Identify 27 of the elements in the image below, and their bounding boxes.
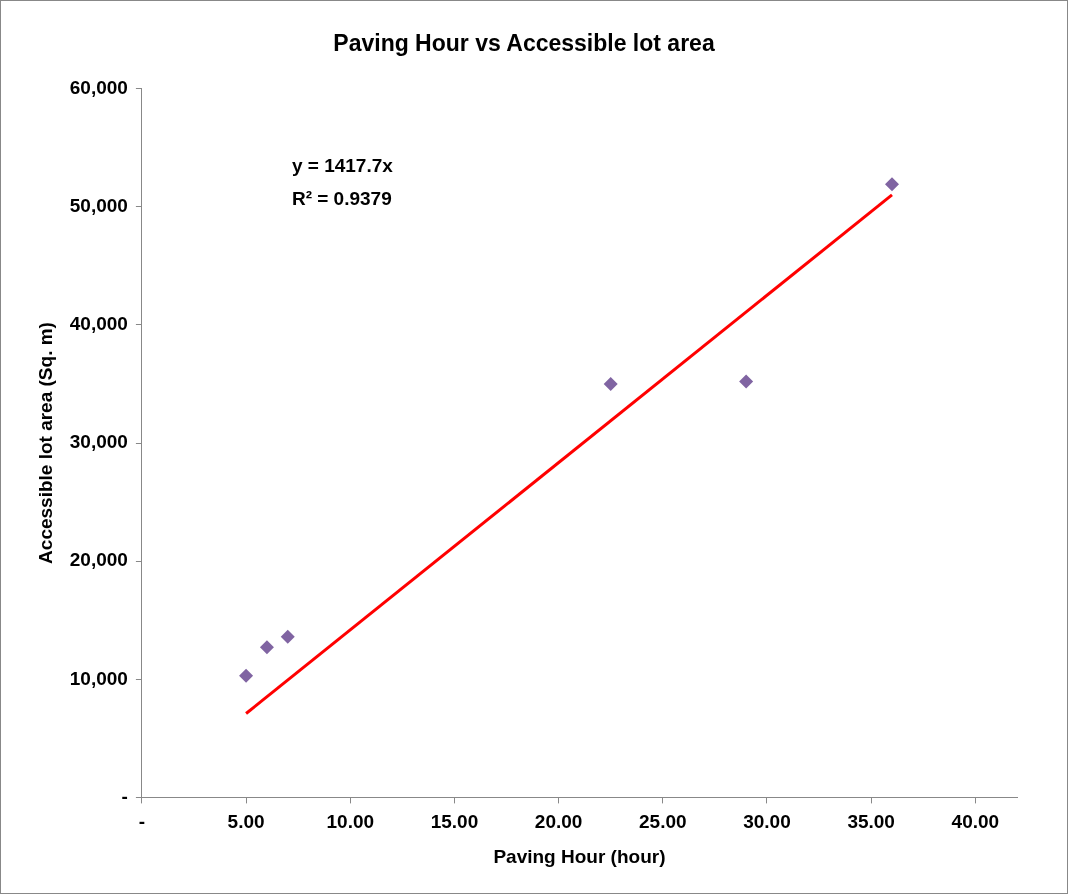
x-tick-label: 15.00 [430, 811, 479, 833]
y-tick-label: 50,000 [69, 194, 128, 216]
x-tick-label: 20.00 [534, 811, 583, 833]
point [603, 376, 618, 391]
y-tick-label: - [121, 785, 128, 807]
x-tick-label: 25.00 [639, 811, 687, 833]
annotation: y = 1417.7x [291, 154, 394, 176]
y-tick-label: 40,000 [69, 313, 128, 335]
point [280, 629, 295, 644]
point [884, 177, 899, 192]
y-axis-title: Accessible lot area (Sq. m) [34, 322, 56, 564]
x-axis-title: Paving Hour (hour) [493, 845, 666, 867]
point [739, 374, 754, 389]
x-tick-label: 5.00 [227, 811, 265, 833]
x-tick-label: 35.00 [847, 811, 895, 833]
x-tick-label: 40.00 [951, 811, 1000, 833]
x-tick-label: 30.00 [743, 811, 791, 833]
chart-title: Paving Hour vs Accessible lot area [333, 30, 715, 57]
point [239, 668, 254, 683]
y-tick-label: 60,000 [69, 76, 128, 98]
x-tick-label: - [138, 811, 146, 833]
x-tick-label: 10.00 [326, 811, 375, 833]
y-tick-label: 10,000 [69, 667, 128, 689]
point [259, 640, 274, 655]
annotation: R² = 0.9379 [291, 187, 392, 209]
y-tick-label: 30,000 [69, 431, 128, 453]
y-tick-label: 20,000 [69, 549, 128, 571]
